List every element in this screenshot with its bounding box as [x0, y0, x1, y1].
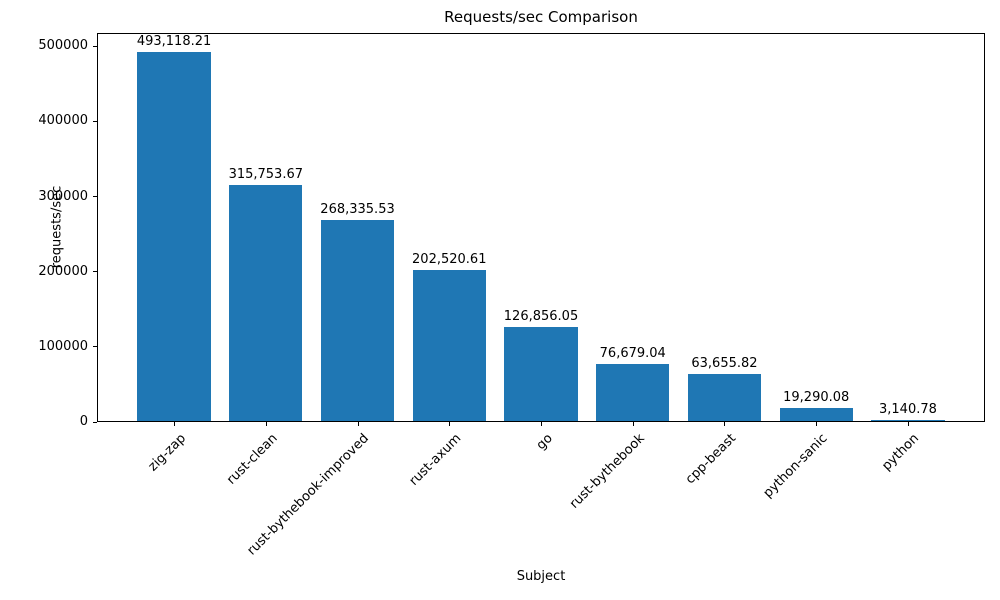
x-tick-mark: [265, 422, 267, 426]
x-tick-mark: [541, 422, 542, 426]
bar: [320, 220, 395, 421]
bar: [871, 419, 945, 421]
y-axis-label: requests/sec: [49, 185, 65, 269]
x-tick-mark: [816, 422, 818, 426]
x-tick-label: rust-bythebook: [566, 431, 648, 512]
bar: [687, 374, 762, 421]
y-tick-label: 400000: [38, 113, 88, 129]
x-tick-label: go: [533, 431, 556, 454]
y-tick-mark: [93, 196, 97, 198]
x-tick-label: cpp-beast: [682, 431, 740, 488]
bar-value-label: 202,520.61: [412, 251, 487, 267]
bar: [137, 51, 211, 421]
x-tick-label: python: [879, 431, 923, 474]
x-tick-mark: [357, 422, 359, 426]
y-tick-mark: [93, 120, 97, 122]
y-tick-label: 300000: [38, 188, 88, 204]
bar: [412, 269, 486, 421]
y-tick-mark: [93, 45, 97, 47]
x-tick-label: rust-clean: [223, 431, 281, 488]
bar-value-label: 63,655.82: [691, 356, 758, 372]
chart-title: Requests/sec Comparison: [444, 8, 638, 26]
bar-value-label: 126,856.05: [503, 308, 579, 324]
bar-value-label: 3,140.78: [878, 401, 937, 417]
x-tick-label: zig-zap: [145, 431, 189, 475]
y-tick-label: 200000: [38, 263, 88, 279]
bar: [504, 326, 578, 421]
x-tick-mark: [449, 422, 451, 426]
y-tick-mark: [93, 271, 97, 273]
x-tick-mark: [907, 422, 909, 426]
bar-value-label: 268,335.53: [320, 202, 395, 218]
y-tick-label: 0: [79, 414, 88, 429]
y-tick-label: 100000: [38, 338, 88, 354]
x-tick-mark: [174, 422, 176, 426]
bar: [596, 364, 670, 421]
x-tick-mark: [632, 422, 634, 426]
x-tick-mark: [724, 422, 726, 426]
bar-value-label: 493,118.21: [136, 33, 212, 49]
bar-value-label: 315,753.67: [228, 166, 303, 182]
x-tick-label: python-sanic: [760, 431, 831, 501]
x-axis-label: Subject: [516, 569, 566, 584]
bar: [229, 184, 303, 421]
bar: [779, 407, 853, 421]
y-tick-mark: [93, 421, 97, 423]
bar-value-label: 76,679.04: [599, 346, 666, 362]
bar-value-label: 19,290.08: [783, 389, 850, 405]
x-tick-label: rust-axum: [406, 431, 464, 489]
y-tick-label: 500000: [38, 38, 88, 54]
y-tick-mark: [93, 346, 97, 348]
